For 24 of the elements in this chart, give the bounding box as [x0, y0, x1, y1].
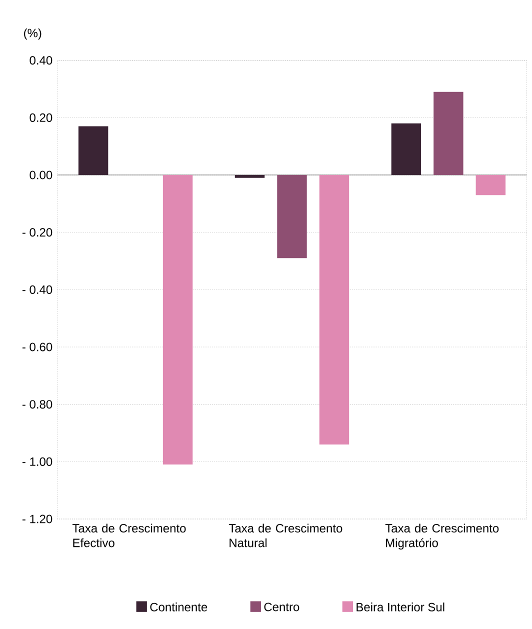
y-tick-label: - 0.20	[22, 228, 52, 237]
bar	[162, 175, 193, 465]
bar	[78, 126, 108, 175]
x-tick-label: Taxa de Crescimento Natural	[228, 524, 342, 548]
legend-label: Beira Interior Sul	[356, 602, 444, 612]
legend-label: Continente	[150, 602, 208, 612]
y-tick-label: - 1.20	[22, 514, 52, 524]
bar	[319, 175, 350, 444]
y-tick-label: - 0.60	[22, 342, 52, 352]
y-tick-label: - 0.80	[22, 400, 52, 409]
y-axis-title: (%)	[24, 28, 42, 40]
bar	[391, 123, 422, 175]
x-tick-label: Taxa de Crescimento Migratório	[385, 524, 499, 550]
y-tick-label: 0.20	[30, 113, 52, 122]
x-tick-label: Taxa de Crescimento Efectivo	[72, 524, 186, 548]
bar	[476, 175, 506, 196]
legend-label: Centro	[264, 602, 300, 612]
y-tick-label: - 0.40	[22, 285, 52, 294]
y-tick-label: - 1.00	[22, 457, 52, 466]
bar	[434, 92, 464, 175]
bar	[234, 175, 265, 178]
y-tick-label: 0.00	[30, 170, 52, 180]
bar	[277, 175, 307, 258]
y-tick-label: 0.40	[30, 56, 52, 65]
